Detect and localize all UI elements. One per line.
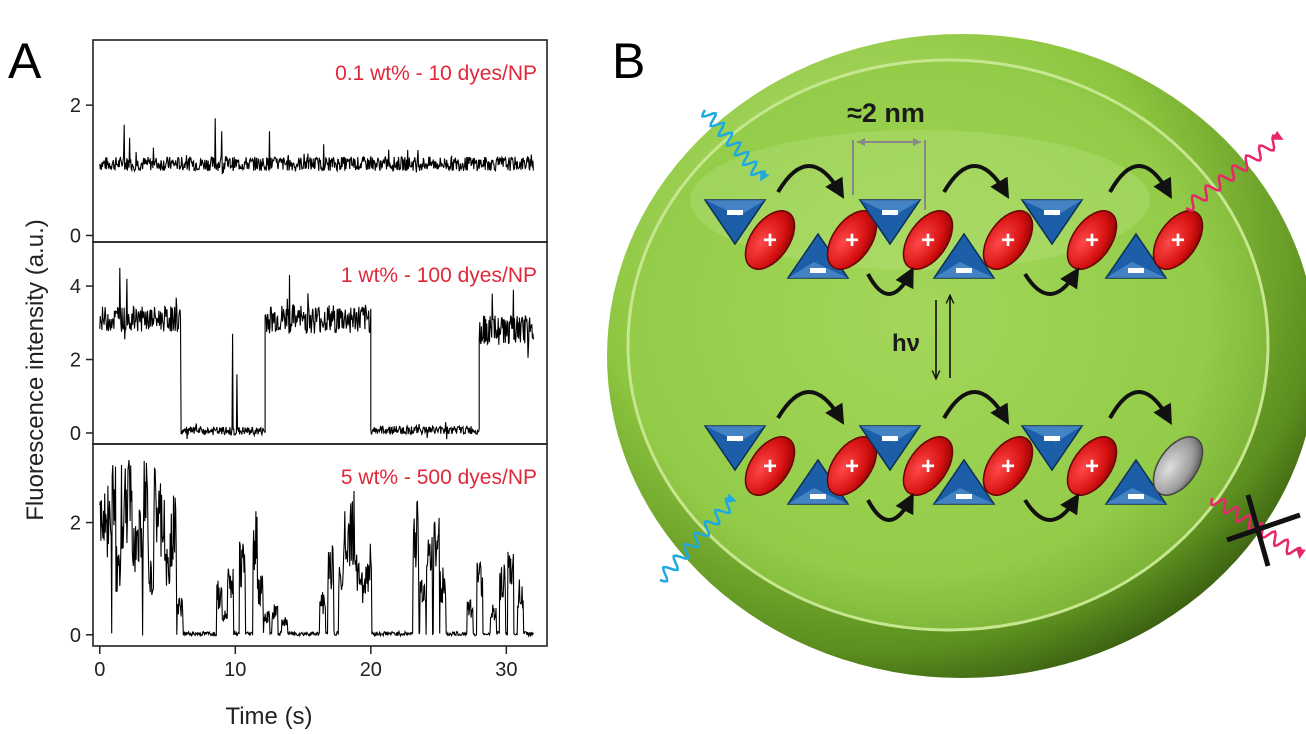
plus-sign: + [763,227,777,254]
nanoparticle [607,34,1306,678]
plus-sign: + [1085,453,1099,480]
plus-sign: + [921,453,935,480]
plus-sign: + [1001,227,1015,254]
plus-sign: + [921,227,935,254]
plus-sign: + [1001,453,1015,480]
distance-label: ≈2 nm [847,98,925,128]
plus-sign: + [763,453,777,480]
plus-sign: + [845,453,859,480]
light-label: hν [892,330,920,357]
plus-sign: + [1085,227,1099,254]
plus-sign: + [1171,227,1185,254]
plus-sign: + [845,227,859,254]
